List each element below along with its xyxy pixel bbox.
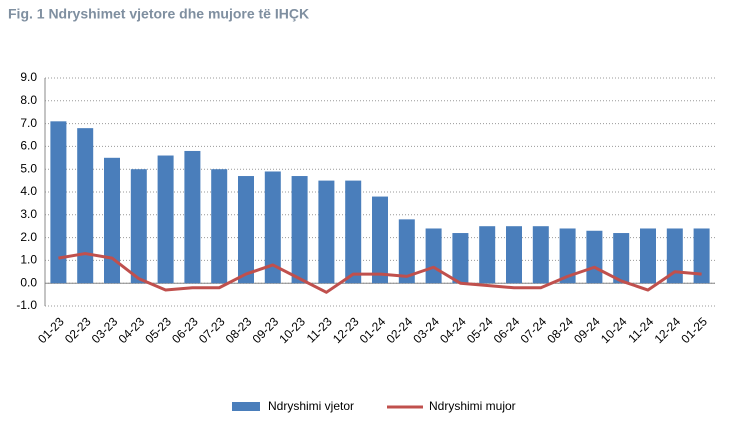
y-tick-label: 7.0 bbox=[20, 116, 37, 130]
y-tick-label: -1.0 bbox=[16, 298, 37, 312]
legend-swatch bbox=[232, 402, 260, 411]
bar bbox=[398, 219, 415, 284]
x-tick-label: 04-24 bbox=[437, 314, 469, 346]
y-tick-label: 9.0 bbox=[20, 70, 37, 84]
bar bbox=[479, 226, 496, 284]
y-tick-label: 6.0 bbox=[20, 139, 37, 153]
y-tick-label: 5.0 bbox=[20, 161, 37, 175]
legend-label: Ndryshimi vjetor bbox=[268, 399, 354, 413]
x-tick-label: 11-24 bbox=[625, 314, 656, 345]
x-tick-label: 12-23 bbox=[330, 314, 362, 346]
bar bbox=[640, 228, 656, 284]
y-tick-label: 3.0 bbox=[20, 207, 37, 221]
bar bbox=[104, 157, 120, 284]
x-tick-label: 04-23 bbox=[116, 314, 148, 346]
bar bbox=[559, 228, 576, 284]
bar bbox=[452, 233, 469, 284]
x-tick-label: 03-24 bbox=[410, 314, 442, 346]
x-tick-label: 05-23 bbox=[142, 314, 174, 346]
x-tick-label: 06-24 bbox=[491, 314, 523, 346]
bar bbox=[130, 169, 147, 284]
bar bbox=[238, 176, 254, 284]
x-tick-label: 09-24 bbox=[571, 314, 603, 346]
bar bbox=[318, 180, 335, 284]
y-tick-label: 1.0 bbox=[20, 253, 37, 267]
bar bbox=[372, 196, 388, 284]
bar bbox=[693, 228, 710, 284]
x-tick-label: 06-23 bbox=[169, 314, 201, 346]
x-tick-label: 05-24 bbox=[464, 314, 496, 346]
x-tick-label: 08-24 bbox=[544, 314, 576, 346]
y-tick-label: 0.0 bbox=[20, 275, 37, 289]
y-tick-label: 4.0 bbox=[20, 184, 37, 198]
legend-label: Ndryshimi mujor bbox=[429, 399, 516, 413]
x-tick-label: 11-23 bbox=[304, 314, 335, 345]
bar bbox=[157, 155, 174, 284]
bar bbox=[613, 233, 630, 284]
x-tick-label: 07-23 bbox=[196, 314, 228, 346]
x-tick-label: 12-24 bbox=[652, 314, 684, 346]
x-tick-label: 01-24 bbox=[357, 314, 389, 346]
x-tick-label: 10-23 bbox=[276, 314, 308, 346]
x-tick-label: 03-23 bbox=[89, 314, 121, 346]
x-tick-label: 01-23 bbox=[35, 314, 67, 346]
x-tick-label: 07-24 bbox=[518, 314, 550, 346]
bar bbox=[666, 228, 683, 284]
chart-title: Fig. 1 Ndryshimet vjetore dhe mujore të … bbox=[8, 6, 309, 22]
x-tick-label: 02-23 bbox=[62, 314, 94, 346]
bar bbox=[77, 128, 94, 284]
bar bbox=[211, 169, 228, 284]
bar bbox=[184, 150, 201, 284]
y-tick-label: 8.0 bbox=[20, 93, 37, 107]
bar bbox=[425, 228, 442, 284]
x-tick-label: 08-23 bbox=[223, 314, 255, 346]
bar bbox=[50, 121, 67, 284]
x-tick-label: 09-23 bbox=[250, 314, 282, 346]
bar bbox=[506, 226, 522, 284]
line bbox=[58, 252, 702, 294]
bar bbox=[345, 180, 362, 284]
x-tick-label: 10-24 bbox=[598, 314, 630, 346]
y-tick-label: 2.0 bbox=[20, 230, 37, 244]
bar bbox=[264, 171, 281, 284]
bar bbox=[291, 176, 308, 284]
x-tick-label: 02-24 bbox=[384, 314, 416, 346]
bar bbox=[532, 226, 549, 284]
bar bbox=[586, 230, 603, 284]
x-tick-label: 01-25 bbox=[678, 314, 710, 346]
